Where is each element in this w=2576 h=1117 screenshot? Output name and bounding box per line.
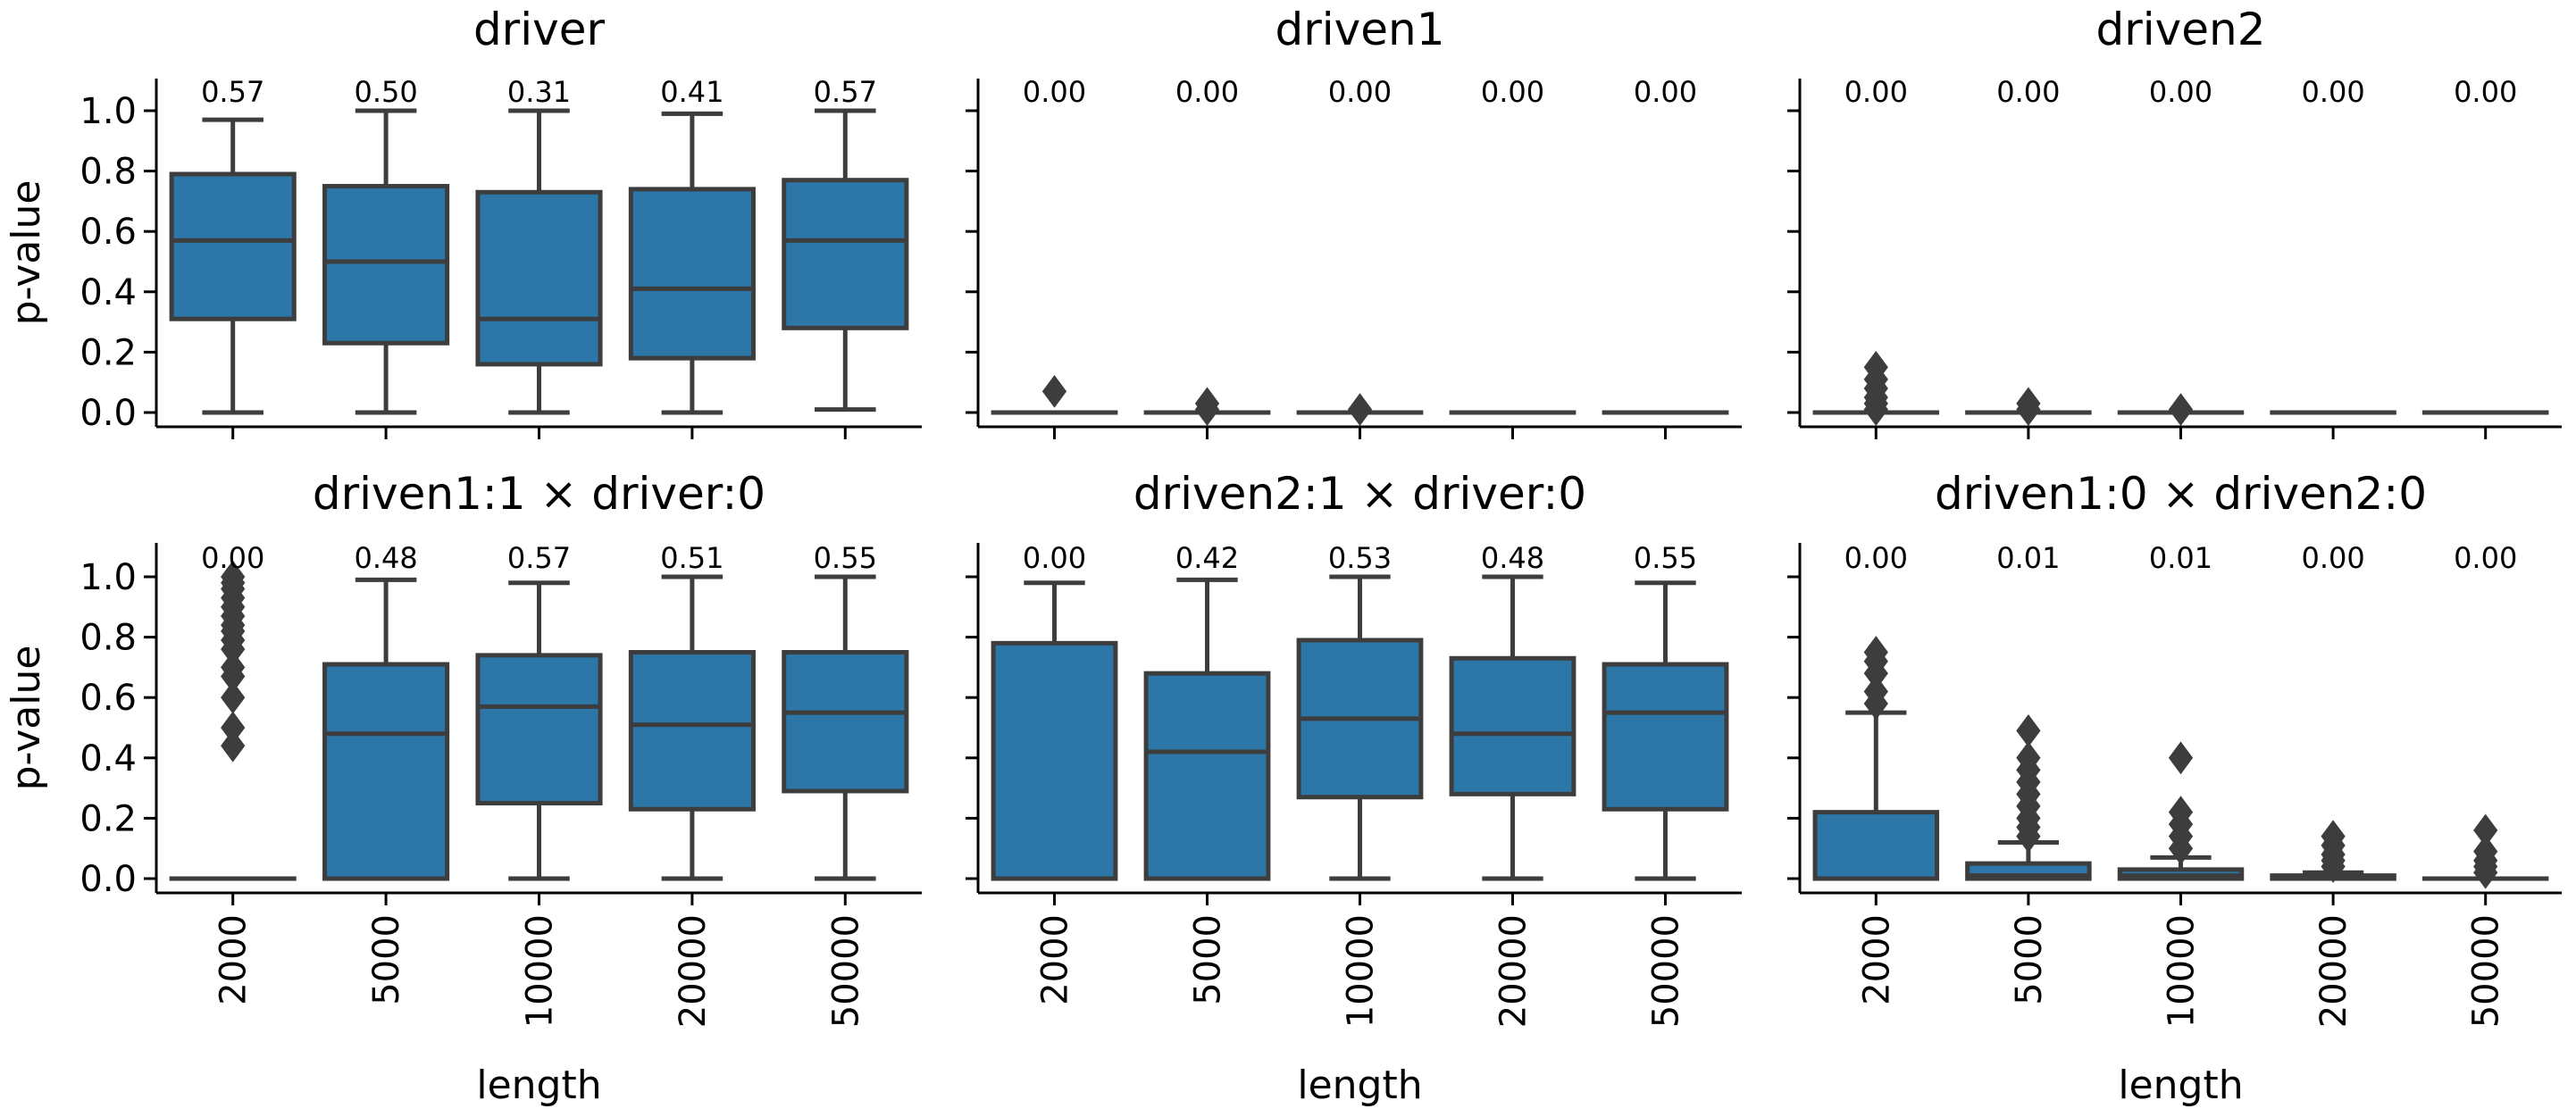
outlier-point — [2168, 393, 2194, 427]
median-label: 0.00 — [1328, 75, 1392, 109]
median-label: 0.00 — [1996, 75, 2060, 109]
median-label: 0.00 — [1481, 75, 1544, 109]
box — [1449, 655, 1577, 796]
x-axis-label: length — [1297, 1063, 1422, 1108]
x-tick-label: 5000 — [1188, 914, 1229, 1005]
box — [475, 653, 603, 805]
y-tick-label: 0.0 — [79, 859, 137, 900]
y-tick-label: 0.8 — [79, 618, 137, 659]
panel-title: driven1 — [1275, 4, 1444, 55]
y-tick-label: 0.2 — [79, 332, 137, 373]
median-label: 0.00 — [2454, 541, 2517, 575]
y-tick-label: 0.6 — [79, 678, 137, 719]
x-tick-label: 5000 — [2009, 914, 2050, 1005]
y-axis-label: p-value — [4, 180, 49, 326]
y-tick-label: 1.0 — [79, 91, 137, 132]
median-label: 0.00 — [1023, 75, 1086, 109]
y-axis-label: p-value — [4, 646, 49, 791]
y-tick-label: 0.4 — [79, 738, 137, 779]
x-tick-label: 50000 — [2466, 914, 2507, 1028]
outlier-point — [2168, 831, 2194, 865]
box — [782, 178, 909, 330]
panel-title: driven1:0 × driven2:0 — [1935, 468, 2427, 520]
x-tick-label: 20000 — [2313, 914, 2354, 1028]
median-label: 0.00 — [1175, 75, 1239, 109]
median-label: 0.00 — [2301, 75, 2364, 109]
x-tick-label: 50000 — [825, 914, 866, 1028]
median-label: 0.01 — [2149, 541, 2212, 575]
median-label: 0.41 — [660, 75, 723, 109]
x-tick-label: 2000 — [1856, 914, 1897, 1005]
outlier-point — [221, 729, 246, 763]
outlier-point — [1863, 393, 1888, 427]
box — [991, 640, 1118, 881]
y-tick-label: 1.0 — [79, 557, 137, 598]
median-label: 0.00 — [1844, 75, 1908, 109]
median-label: 0.51 — [660, 541, 723, 575]
median-label: 0.57 — [507, 541, 571, 575]
x-axis-label: length — [476, 1063, 601, 1108]
median-label: 0.00 — [1844, 541, 1908, 575]
y-tick-label: 0.2 — [79, 798, 137, 839]
box — [628, 650, 756, 812]
median-label: 0.00 — [1634, 75, 1697, 109]
x-tick-label: 10000 — [2162, 914, 2203, 1028]
median-label: 0.00 — [1023, 541, 1086, 575]
y-tick-label: 0.0 — [79, 393, 137, 434]
x-tick-label: 2000 — [1035, 914, 1076, 1005]
box — [322, 662, 450, 881]
x-tick-label: 2000 — [213, 914, 255, 1005]
outlier-point — [2168, 741, 2194, 775]
box — [1812, 810, 1940, 881]
median-label: 0.31 — [507, 75, 571, 109]
box — [628, 187, 756, 361]
median-label: 0.48 — [1481, 541, 1544, 575]
box — [475, 189, 603, 367]
outlier-point — [2016, 820, 2041, 854]
median-label: 0.00 — [201, 541, 264, 575]
outlier-point — [221, 680, 246, 714]
median-label: 0.00 — [2301, 541, 2364, 575]
x-tick-label: 20000 — [1493, 914, 1535, 1028]
panel-title: driven1:1 × driver:0 — [313, 468, 765, 520]
panel-title: driven2 — [2095, 4, 2265, 55]
outlier-point — [1347, 393, 1373, 427]
median-label: 0.01 — [1996, 541, 2060, 575]
box — [1143, 671, 1271, 881]
median-label: 0.57 — [201, 75, 264, 109]
x-tick-label: 5000 — [366, 914, 407, 1005]
median-label: 0.50 — [354, 75, 417, 109]
x-tick-label: 50000 — [1646, 914, 1687, 1028]
outlier-point — [2321, 850, 2346, 883]
outlier-point — [2016, 393, 2041, 427]
outlier-point — [2473, 855, 2498, 889]
y-tick-label: 0.8 — [79, 152, 137, 193]
median-label: 0.55 — [814, 541, 877, 575]
x-tick-label: 10000 — [1341, 914, 1382, 1028]
outlier-point — [1863, 687, 1888, 721]
panel-title: driven2:1 × driver:0 — [1133, 468, 1586, 520]
y-tick-label: 0.4 — [79, 272, 137, 313]
box — [322, 184, 450, 346]
x-tick-label: 10000 — [520, 914, 561, 1028]
x-axis-label: length — [2118, 1063, 2243, 1108]
box — [782, 650, 909, 794]
median-label: 0.48 — [354, 541, 417, 575]
outlier-point — [1194, 393, 1220, 427]
median-label: 0.55 — [1634, 541, 1697, 575]
median-label: 0.53 — [1328, 541, 1392, 575]
box — [1602, 662, 1729, 812]
panel-title: driver — [473, 4, 606, 55]
median-label: 0.00 — [2149, 75, 2212, 109]
median-label: 0.42 — [1175, 541, 1239, 575]
x-tick-label: 20000 — [673, 914, 714, 1028]
outlier-point — [1041, 374, 1067, 408]
median-label: 0.00 — [2454, 75, 2517, 109]
box — [169, 171, 297, 321]
median-label: 0.57 — [814, 75, 877, 109]
y-tick-label: 0.6 — [79, 212, 137, 253]
